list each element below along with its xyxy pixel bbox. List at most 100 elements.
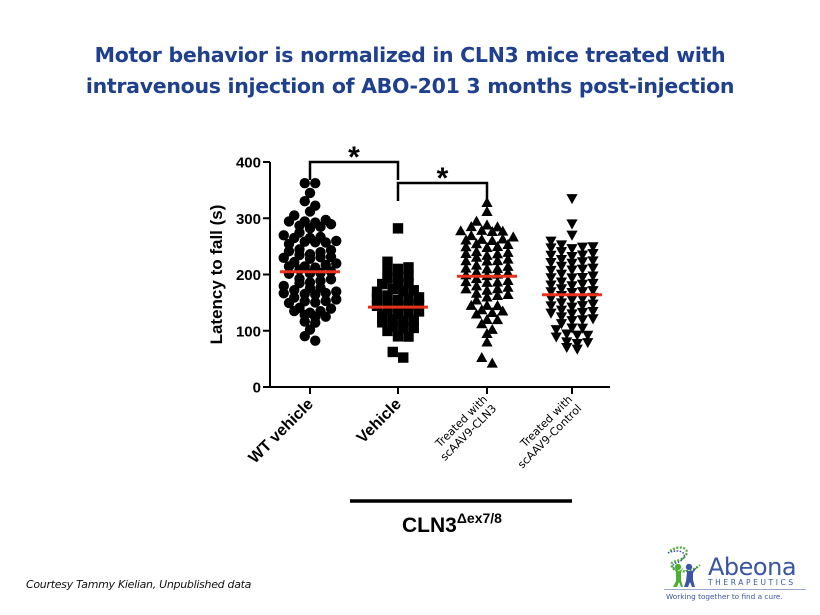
data-point-triangle-up bbox=[491, 289, 504, 300]
data-point-triangle-up bbox=[476, 318, 488, 329]
data-point-circle bbox=[304, 268, 316, 279]
data-point-triangle-down bbox=[545, 236, 557, 247]
data-point-square bbox=[392, 263, 404, 275]
significance-asterisk: * bbox=[437, 162, 449, 195]
data-point-triangle-down bbox=[566, 295, 578, 306]
data-points bbox=[278, 177, 599, 368]
data-point-triangle-down bbox=[555, 312, 568, 323]
x-tick-label-line: WT vehicle bbox=[246, 396, 317, 467]
data-point-triangle-down bbox=[587, 286, 599, 297]
data-point-square bbox=[392, 223, 404, 234]
data-point-triangle-up bbox=[491, 255, 504, 266]
data-point-triangle-up bbox=[481, 249, 493, 260]
data-point-circle bbox=[299, 330, 310, 342]
data-point-circle bbox=[278, 280, 289, 292]
data-point-triangle-down bbox=[582, 330, 594, 341]
data-point-triangle-down bbox=[561, 329, 573, 340]
data-point-triangle-down bbox=[555, 255, 568, 266]
data-point-circle bbox=[331, 258, 342, 269]
data-point-triangle-down bbox=[576, 307, 589, 318]
data-point-triangle-down bbox=[545, 243, 557, 254]
data-point-circle bbox=[289, 305, 300, 317]
data-point-triangle-up bbox=[460, 255, 472, 266]
data-point-circle bbox=[299, 177, 310, 189]
data-point-triangle-up bbox=[486, 306, 498, 318]
data-point-square bbox=[403, 271, 414, 282]
data-point-triangle-up bbox=[502, 267, 514, 278]
logo-divider bbox=[664, 589, 806, 590]
logo-figures-icon bbox=[667, 546, 701, 587]
data-point-square bbox=[413, 306, 425, 317]
data-point-circle bbox=[310, 237, 321, 248]
x-tick-label: Vehicle bbox=[354, 396, 405, 447]
data-point-square bbox=[392, 308, 404, 320]
data-point-circle bbox=[299, 316, 310, 327]
data-point-triangle-up bbox=[470, 287, 483, 298]
data-point-triangle-up bbox=[481, 241, 493, 252]
data-point-circle bbox=[304, 253, 316, 264]
data-point-triangle-down bbox=[545, 308, 557, 319]
data-point-triangle-down bbox=[576, 250, 589, 261]
data-point-square bbox=[408, 285, 419, 296]
data-point-triangle-down bbox=[566, 252, 578, 263]
y-tick-label: 0 bbox=[253, 380, 261, 397]
group-label-main: CLN3 bbox=[402, 514, 457, 537]
data-point-square bbox=[403, 262, 414, 273]
data-point-triangle-down bbox=[587, 271, 599, 282]
data-point-triangle-down bbox=[566, 258, 578, 269]
data-point-square bbox=[403, 277, 414, 289]
data-point-square bbox=[403, 331, 414, 342]
data-point-triangle-up bbox=[481, 284, 493, 295]
data-point-triangle-up bbox=[502, 281, 514, 292]
data-point-triangle-down bbox=[545, 258, 557, 269]
data-point-triangle-up bbox=[486, 323, 498, 334]
data-point-circle bbox=[294, 249, 305, 261]
data-point-circle bbox=[325, 303, 337, 314]
data-point-square bbox=[392, 271, 404, 282]
data-point-square bbox=[377, 317, 388, 328]
data-point-triangle-up bbox=[465, 230, 477, 241]
data-point-triangle-down bbox=[545, 273, 557, 284]
data-point-triangle-down bbox=[566, 244, 578, 255]
data-point-triangle-down bbox=[571, 344, 583, 355]
data-point-triangle-down bbox=[555, 240, 568, 251]
data-point-triangle-down bbox=[587, 263, 599, 274]
data-point-triangle-up bbox=[470, 308, 483, 319]
data-point-triangle-down bbox=[566, 265, 578, 276]
data-point-triangle-up bbox=[481, 336, 493, 347]
data-point-triangle-up bbox=[507, 231, 519, 242]
significance-asterisk: * bbox=[348, 141, 360, 174]
data-point-circle bbox=[304, 206, 316, 217]
data-point-triangle-down bbox=[576, 264, 589, 275]
data-point-circle bbox=[299, 195, 310, 207]
y-tick-label: 300 bbox=[236, 211, 261, 228]
data-point-triangle-down bbox=[550, 325, 562, 336]
data-point-circle bbox=[283, 297, 295, 309]
significance-bracket bbox=[308, 160, 400, 180]
data-point-circle bbox=[283, 216, 295, 227]
data-point-triangle-down bbox=[587, 306, 599, 318]
data-point-triangle-down bbox=[566, 316, 578, 327]
data-point-circle bbox=[283, 268, 295, 279]
data-point-circle bbox=[320, 287, 331, 299]
data-point-triangle-up bbox=[491, 221, 504, 232]
data-point-triangle-up bbox=[491, 240, 504, 252]
data-point-triangle-up bbox=[491, 314, 504, 325]
data-point-triangle-down bbox=[545, 301, 557, 312]
slide-title-line-1: Motor behavior is normalized in CLN3 mic… bbox=[94, 43, 726, 67]
data-point-square bbox=[387, 314, 398, 325]
data-point-triangle-down bbox=[545, 287, 557, 298]
data-point-circle bbox=[294, 264, 305, 275]
data-point-triangle-up bbox=[497, 225, 509, 236]
data-point-circle bbox=[320, 311, 331, 322]
data-point-triangle-up bbox=[497, 233, 509, 244]
data-point-square bbox=[382, 297, 393, 309]
data-point-triangle-down bbox=[566, 309, 578, 320]
data-point-triangle-up bbox=[470, 259, 483, 270]
data-point-triangle-up bbox=[460, 247, 472, 258]
data-point-triangle-up bbox=[481, 276, 493, 287]
logo-subtitle: THERAPEUTICS bbox=[708, 578, 796, 587]
data-point-triangle-down bbox=[566, 302, 578, 313]
data-point-triangle-up bbox=[502, 238, 514, 249]
data-point-triangle-down bbox=[576, 279, 589, 290]
